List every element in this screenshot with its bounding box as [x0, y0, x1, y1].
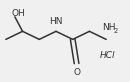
- Text: OH: OH: [12, 9, 26, 18]
- Text: NH: NH: [102, 23, 116, 32]
- Text: O: O: [73, 68, 80, 77]
- Text: 2: 2: [114, 28, 118, 34]
- Text: HN: HN: [49, 17, 63, 26]
- Text: HCl: HCl: [100, 51, 115, 60]
